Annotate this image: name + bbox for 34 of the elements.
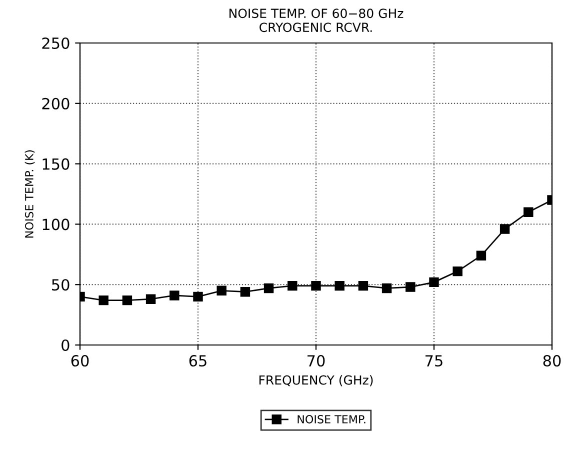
y-tick-label: 100: [42, 218, 70, 230]
y-tick-label: 50: [52, 279, 70, 291]
legend-label: NOISE TEMP.: [298, 415, 366, 424]
point: [264, 283, 274, 294]
x-tick-label: 75: [426, 355, 442, 367]
x-tick-label: 80: [543, 354, 561, 367]
point: [429, 277, 439, 288]
x-axis-title: FREQUENCY (GHz): [259, 375, 373, 386]
point: [288, 280, 298, 291]
point: [382, 283, 392, 294]
x-tick-label: 60: [71, 354, 89, 367]
point: [524, 207, 534, 217]
point: [476, 250, 486, 260]
point: [334, 280, 344, 291]
x-tick-label: 65: [189, 354, 206, 367]
point: [146, 294, 156, 304]
chart-title: NOISE TEMP. OF 60−80 GHz CRYOGENIC RCVR.: [230, 8, 404, 32]
point: [170, 290, 180, 300]
point: [240, 286, 250, 297]
y-axis-title: NOISE TEMP. (K): [24, 150, 35, 238]
y-tick-label: 0: [62, 339, 70, 352]
point: [452, 266, 462, 276]
y-tick-label: 200: [42, 98, 70, 110]
point: [193, 292, 203, 302]
x-tick-label: 70: [308, 354, 325, 367]
point: [216, 286, 226, 296]
point: [500, 224, 510, 234]
y-tick-label: 250: [42, 37, 70, 50]
point: [358, 280, 368, 291]
y-tick-label: 150: [42, 158, 70, 170]
point: [122, 295, 132, 306]
point: [98, 295, 108, 306]
point: [406, 282, 416, 292]
point: [311, 280, 321, 291]
